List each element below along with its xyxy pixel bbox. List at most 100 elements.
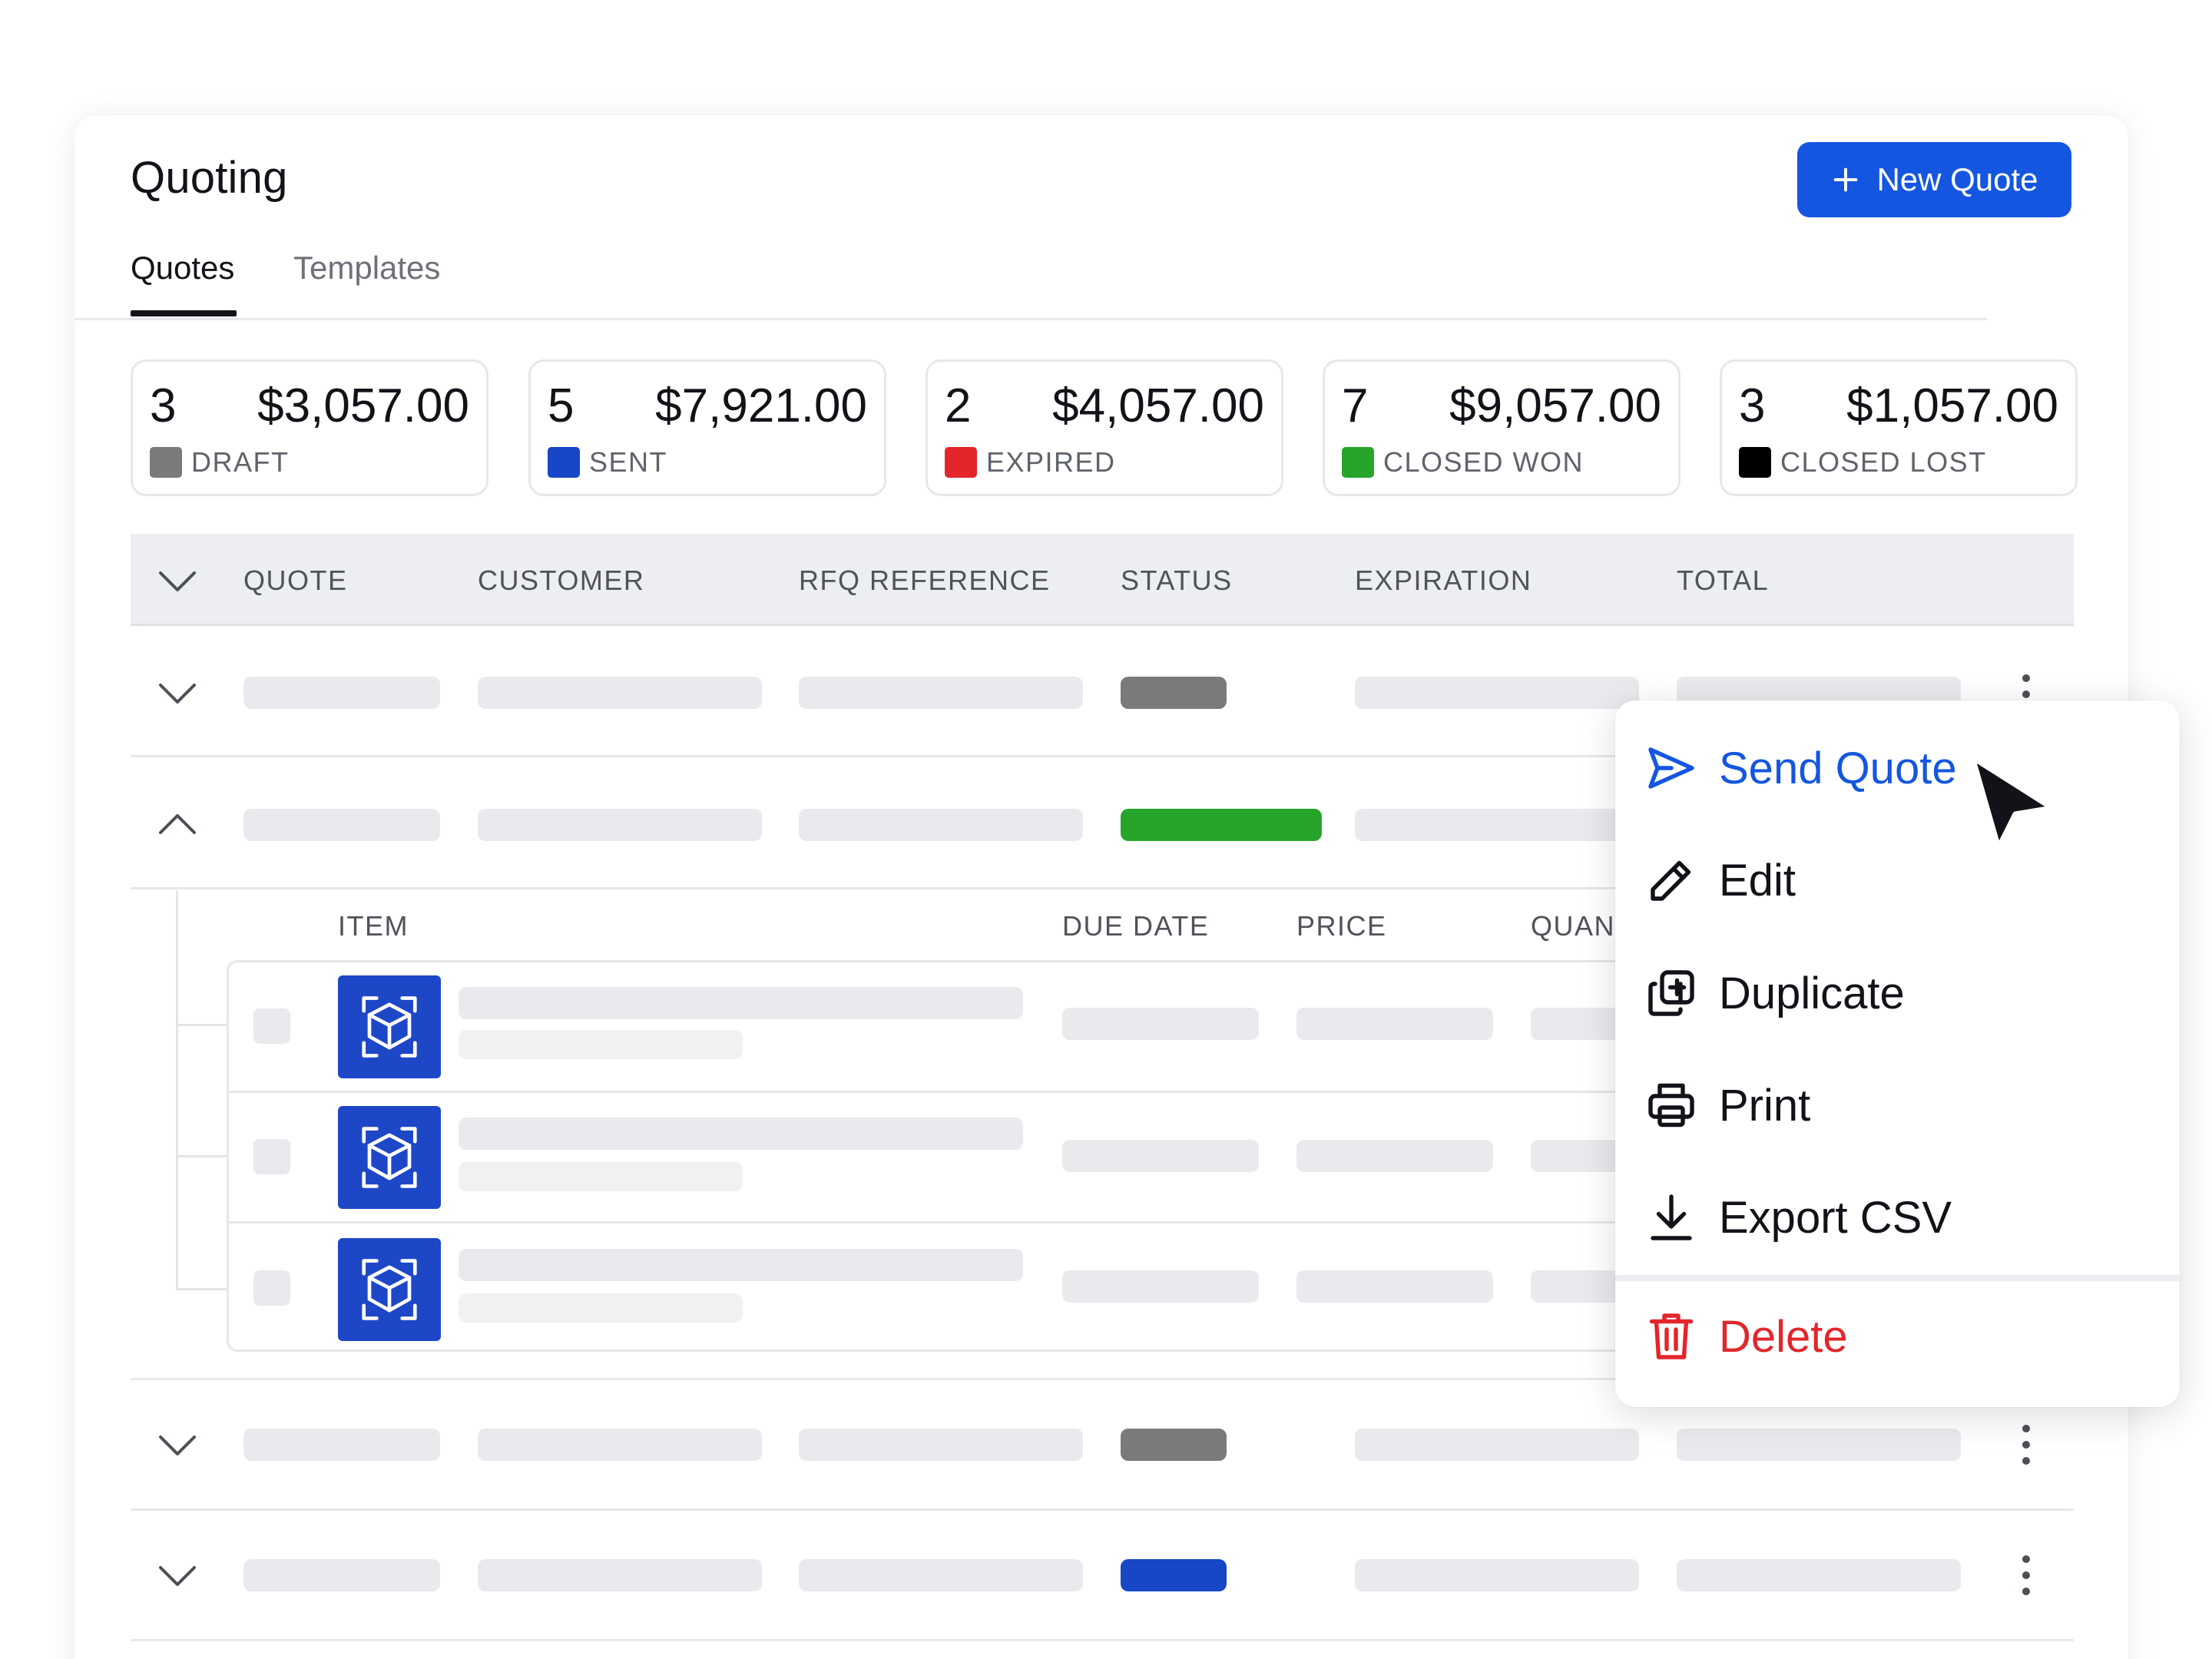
stat-card-sent[interactable]: 5 $7,921.00 SENT (528, 359, 886, 496)
column-header-total[interactable]: TOTAL (1677, 565, 1770, 596)
menu-item-duplicate[interactable]: Duplicate (1644, 959, 1905, 1028)
stat-amount: $7,921.00 (655, 379, 867, 432)
stat-count: 3 (1739, 379, 1766, 432)
stat-count: 7 (1342, 379, 1369, 432)
rfq-cell-placeholder (799, 677, 1083, 709)
pencil-icon (1651, 860, 1691, 901)
customer-cell-placeholder (478, 677, 762, 709)
expand-all-chevron-icon[interactable] (156, 567, 199, 594)
item-subtitle-placeholder (459, 1162, 743, 1191)
part-cube-icon (338, 975, 441, 1078)
customer-cell-placeholder (478, 809, 762, 841)
stat-card-closed-won[interactable]: 7 $9,057.00 CLOSED WON (1323, 359, 1681, 496)
line-item-checkbox[interactable] (253, 1008, 290, 1044)
quote-cell-placeholder (243, 677, 440, 709)
column-header-quote[interactable]: QUOTE (243, 565, 348, 596)
stat-label: SENT (589, 446, 668, 478)
expand-row-chevron-icon[interactable] (156, 1431, 199, 1459)
column-header-status[interactable]: STATUS (1121, 565, 1233, 596)
stat-label: CLOSED WON (1383, 446, 1584, 478)
expiration-cell-placeholder (1355, 809, 1639, 841)
customer-cell-placeholder (478, 1559, 762, 1591)
expiration-cell-placeholder (1355, 677, 1639, 709)
mouse-pointer-icon (1969, 754, 2055, 851)
download-icon (1651, 1194, 1692, 1240)
tab-quotes[interactable]: Quotes (131, 250, 235, 286)
menu-item-edit[interactable]: Edit (1644, 846, 1796, 915)
row-divider (131, 1378, 2074, 1380)
rfq-cell-placeholder (799, 809, 1083, 841)
tree-branch (176, 1155, 227, 1157)
part-cube-icon (338, 1106, 441, 1209)
menu-item-delete[interactable]: Delete (1644, 1302, 1848, 1371)
column-header-rfq-reference[interactable]: RFQ REFERENCE (799, 565, 1051, 596)
subcolumn-header-item: ITEM (338, 910, 409, 942)
due-date-placeholder (1062, 1140, 1259, 1172)
new-quote-button[interactable]: New Quote (1797, 142, 2071, 217)
price-placeholder (1296, 1008, 1493, 1040)
expiration-cell-placeholder (1355, 1559, 1639, 1591)
menu-item-label: Edit (1719, 855, 1796, 906)
part-cube-icon (338, 1238, 441, 1341)
menu-divider (1615, 1275, 2180, 1281)
menu-item-label: Duplicate (1719, 968, 1905, 1018)
active-tab-indicator (131, 310, 237, 316)
stat-card-expired[interactable]: 2 $4,057.00 EXPIRED (926, 359, 1283, 496)
status-pill (1121, 1429, 1227, 1461)
stat-count: 2 (945, 379, 972, 432)
menu-item-label: Delete (1719, 1311, 1848, 1362)
stat-amount: $4,057.00 (1052, 379, 1264, 432)
row-actions-menu (1615, 700, 2180, 1407)
item-name-placeholder (459, 1118, 1023, 1150)
row-actions-kebab-icon[interactable] (2022, 1425, 2031, 1465)
expand-row-chevron-icon[interactable] (156, 679, 199, 707)
item-subtitle-placeholder (459, 1293, 743, 1323)
status-swatch (1739, 447, 1771, 478)
stat-amount: $9,057.00 (1449, 379, 1661, 432)
line-item-checkbox[interactable] (253, 1270, 290, 1306)
send-icon (1648, 747, 1694, 789)
item-name-placeholder (459, 987, 1023, 1019)
total-cell-placeholder (1677, 1559, 1961, 1591)
subcolumn-header-price: PRICE (1296, 910, 1387, 942)
price-placeholder (1296, 1270, 1493, 1303)
column-header-expiration[interactable]: EXPIRATION (1355, 565, 1532, 596)
stat-amount: $1,057.00 (1846, 379, 2058, 432)
row-divider (227, 1091, 2085, 1093)
status-swatch (150, 447, 182, 478)
row-actions-kebab-icon[interactable] (2022, 1555, 2031, 1595)
stat-label: CLOSED LOST (1780, 446, 1987, 478)
subcolumn-header-due-date: DUE DATE (1062, 910, 1210, 942)
stat-count: 3 (150, 379, 177, 432)
stat-card-closed-lost[interactable]: 3 $1,057.00 CLOSED LOST (1720, 359, 2078, 496)
page-title: Quoting (131, 153, 288, 203)
row-divider (131, 755, 2074, 757)
rfq-cell-placeholder (799, 1429, 1083, 1461)
status-swatch (548, 447, 580, 478)
expiration-cell-placeholder (1355, 1429, 1639, 1461)
expand-row-chevron-icon[interactable] (156, 1561, 199, 1589)
quote-cell-placeholder (243, 1559, 440, 1591)
due-date-placeholder (1062, 1270, 1259, 1303)
price-placeholder (1296, 1140, 1493, 1172)
total-cell-placeholder (1677, 1429, 1961, 1461)
rfq-cell-placeholder (799, 1559, 1083, 1591)
collapse-row-chevron-icon[interactable] (156, 811, 199, 839)
line-item-checkbox[interactable] (253, 1139, 290, 1174)
stat-card-draft[interactable]: 3 $3,057.00 DRAFT (131, 359, 488, 496)
due-date-placeholder (1062, 1008, 1259, 1040)
stat-label: EXPIRED (986, 446, 1116, 478)
status-pill (1121, 677, 1227, 709)
column-header-customer[interactable]: CUSTOMER (478, 565, 645, 596)
tree-branch (176, 1024, 227, 1026)
row-divider (131, 1639, 2074, 1641)
tabs-divider (75, 318, 1987, 320)
tab-templates[interactable]: Templates (293, 250, 441, 286)
menu-item-export-csv[interactable]: Export CSV (1644, 1183, 1952, 1252)
menu-item-send-quote[interactable]: Send Quote (1644, 733, 1957, 803)
stat-amount: $3,057.00 (257, 379, 469, 432)
item-name-placeholder (459, 1249, 1023, 1281)
stat-label: DRAFT (191, 446, 290, 478)
menu-item-print[interactable]: Print (1644, 1071, 1810, 1140)
